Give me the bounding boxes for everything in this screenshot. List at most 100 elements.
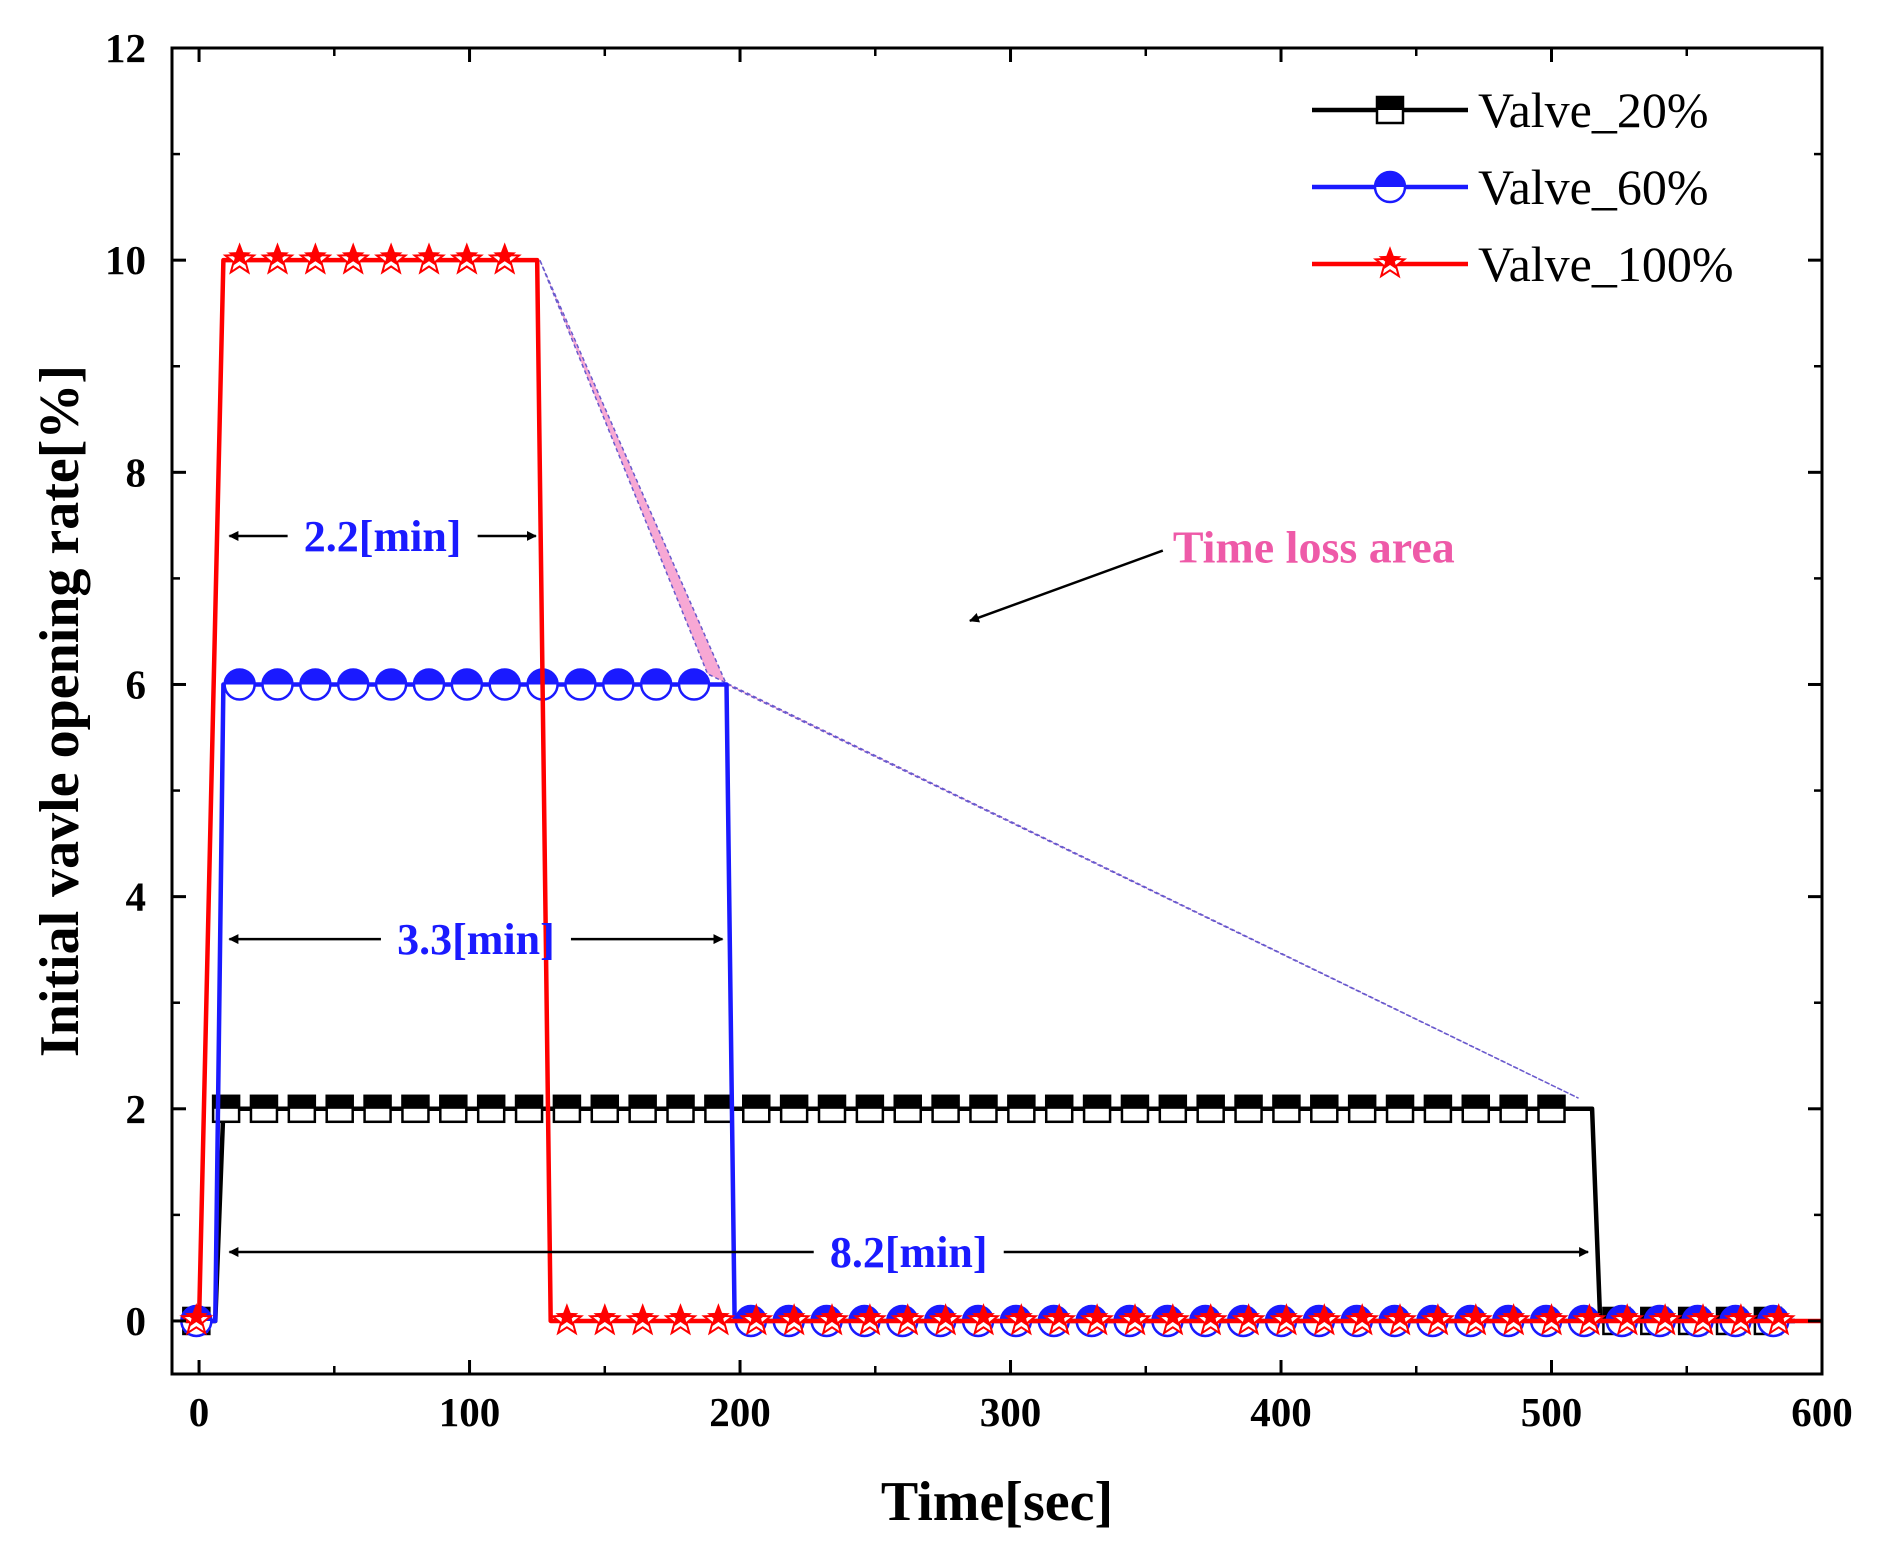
x-tick-label: 200 [709,1389,771,1435]
time-loss-label: Time loss area [1173,522,1455,573]
x-tick-label: 600 [1791,1389,1853,1435]
data-point-0-half [478,1095,505,1109]
data-point-2-half [669,1305,692,1327]
data-point-0-half [932,1095,959,1109]
series-0 [182,1094,1795,1336]
time-loss-area [539,259,1579,1099]
annotation-layer: 2.2[min] 3.3[min] 8.2[min] Time loss area [228,512,1590,1277]
data-point-0-half [1424,1095,1451,1109]
legend-item-2: Valve_100% [1312,236,1734,292]
data-point-2-half [455,244,479,266]
data-point-0-half [1311,1095,1338,1109]
time-loss-arrow [969,549,1164,623]
data-point-2-half [1426,1305,1450,1327]
series-2 [179,242,1822,1336]
y-tick-label: 0 [126,1298,147,1344]
data-point-2-half [858,1305,882,1327]
data-point-2-half [1540,1305,1563,1327]
data-point-0-half [819,1095,845,1109]
x-tick-label: 100 [439,1389,501,1435]
data-point-2-half [1047,1305,1071,1327]
data-point-1-half [262,669,293,685]
data-point-0-half [743,1095,770,1109]
data-point-2-half [1691,1305,1715,1327]
data-point-0-half [326,1095,353,1109]
data-point-2-half [1199,1305,1223,1327]
data-point-0-half [705,1095,732,1109]
axes-layer: 0 100 200 300 400 500 600 0 2 4 6 8 10 12 Time[sec] Ini… [29,25,1853,1533]
data-point-2-half [1578,1305,1601,1327]
time-loss-area-layer [539,259,1579,1099]
annotation-label-1: 3.3[min] [397,915,555,964]
data-point-2-half [417,244,441,266]
y-tick-label: 8 [126,449,147,495]
legend-item-1: Valve_60% [1312,159,1709,215]
x-tick-label: 500 [1521,1389,1583,1435]
data-point-2-half [934,1305,957,1327]
data-point-2-half [1464,1305,1488,1327]
data-point-2-half [1615,1305,1639,1327]
data-point-0-half [364,1095,391,1109]
data-point-0-half [591,1095,618,1109]
annotation-1: 3.3[min] [228,915,724,964]
data-point-0-half [1500,1095,1527,1109]
y-tick-label: 6 [126,661,147,707]
data-point-2-half [1729,1305,1753,1327]
data-point-1-half [451,669,482,685]
data-point-2-half [972,1305,995,1327]
time-loss-callout: Time loss area [969,522,1455,623]
annotation-2: 8.2[min] [228,1228,1590,1277]
legend-label-2: Valve_100% [1478,236,1734,292]
x-tick-label: 400 [1250,1389,1312,1435]
data-point-2-half [493,244,517,266]
legend-item-0: Valve_20% [1312,82,1709,138]
y-tick-label: 4 [126,874,147,920]
data-point-2-half [1009,1305,1033,1327]
data-point-0-half [440,1095,467,1109]
data-point-2-half [631,1305,655,1327]
data-point-1-half [489,669,520,685]
data-point-2-half [184,1305,208,1327]
annotation-0: 2.2[min] [228,512,537,561]
data-point-0-half [1462,1095,1489,1109]
data-point-0-half [553,1095,580,1109]
data-point-0-half [667,1095,694,1109]
series-1 [180,668,1795,1338]
legend-marker-2-half [1378,248,1402,270]
y-tick-label: 10 [105,237,146,283]
legend-label-0: Valve_20% [1478,82,1709,138]
annotation-label-2: 8.2[min] [830,1228,988,1277]
series-line-0 [185,1106,1795,1324]
data-point-2-half [707,1305,730,1327]
data-point-1-half [376,669,407,685]
data-point-0-half [402,1095,429,1109]
data-point-2-half [1502,1305,1526,1327]
data-point-0-half [1197,1095,1224,1109]
y-axis-title: Initial vavle opening rate[%] [29,365,91,1057]
data-point-2-half [1653,1305,1677,1327]
data-point-0-half [1008,1095,1035,1109]
data-point-2-half [228,244,251,266]
data-point-0-half [1538,1095,1565,1109]
legend: Valve_20% Valve_60% Valve_100% [1312,82,1734,292]
data-point-2-half [1350,1305,1374,1327]
data-point-2-half [1275,1305,1298,1327]
data-point-2-half [303,244,327,266]
data-point-1-half [641,669,672,685]
data-point-2-half [379,244,403,266]
data-point-2-half [896,1305,920,1327]
data-point-0-half [1046,1095,1073,1109]
data-point-0-half [1235,1095,1262,1109]
data-point-2-half [1767,1305,1791,1327]
data-point-0-half [894,1095,921,1109]
data-point-2-half [1388,1305,1412,1327]
data-point-1-half [603,669,634,685]
data-point-2-half [555,1305,579,1327]
data-point-0-half [970,1095,997,1109]
data-point-2-half [266,244,289,266]
data-point-2-half [1237,1305,1260,1327]
data-point-1-half [338,669,369,685]
data-point-2-half [1123,1305,1147,1327]
data-point-2-half [744,1305,768,1327]
